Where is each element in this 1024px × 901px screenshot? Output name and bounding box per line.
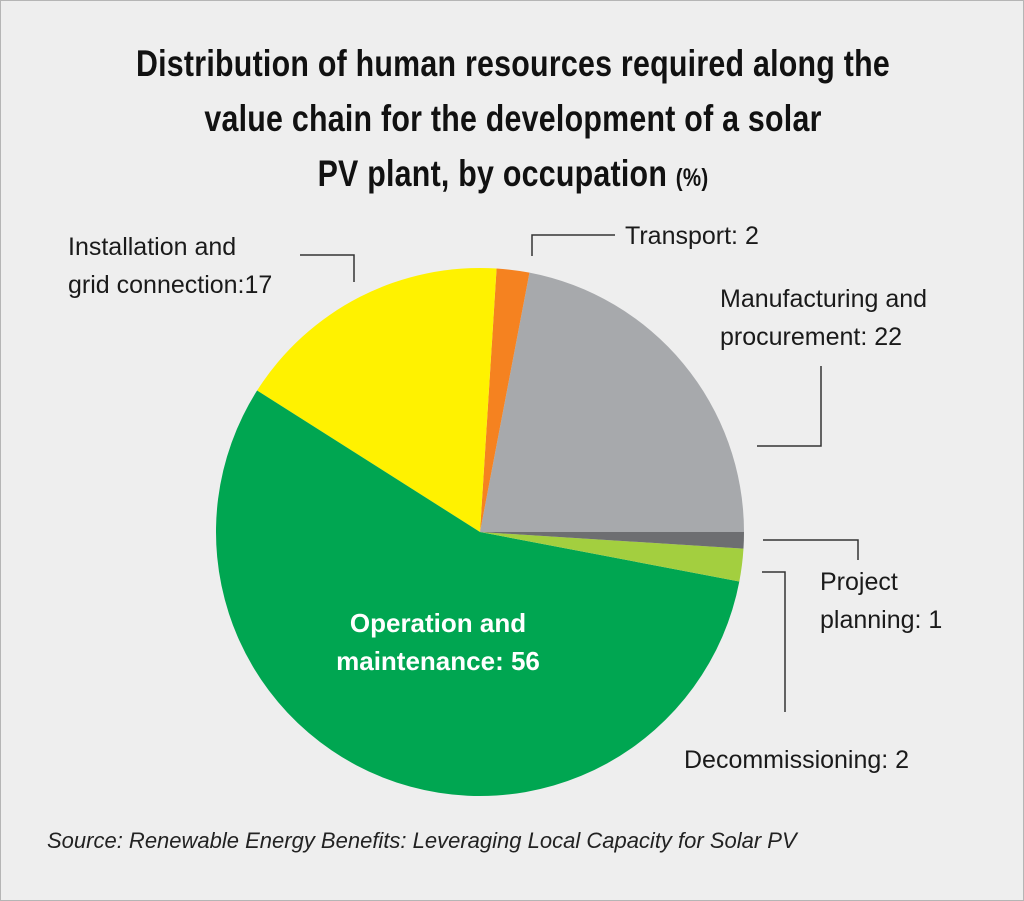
slice-label-line: Project — [820, 568, 898, 596]
pie-slice-operation-and-maintenance — [215, 390, 740, 797]
slice-labels: Manufacturing and procurement: 22 Transpor… — [68, 222, 942, 774]
leader-lines — [300, 234, 859, 712]
chart-title-line-3: PV plant, by occupation (%) — [93, 153, 933, 195]
chart-title-line-1: Distribution of human resources required… — [135, 43, 891, 84]
pie-slice-installation-and-grid-connection — [257, 267, 497, 532]
slice-label-operation-and-maintenance: Operation and maintenance: 56 — [336, 608, 540, 676]
slice-label-line: procurement: 22 — [720, 323, 902, 351]
chart-title-unit: (%) — [675, 164, 709, 192]
slice-label-line: Manufacturing and — [720, 285, 927, 313]
slice-label-line: Installation and — [68, 233, 236, 261]
slice-label-line: maintenance: 56 — [336, 646, 540, 676]
leader-line-project-planning — [763, 539, 859, 560]
slice-label-line: planning: 1 — [820, 606, 942, 634]
slice-label-line: Decommissioning: 2 — [684, 746, 909, 774]
leader-line-transport — [531, 234, 615, 256]
chart-title-text: PV plant, by occupation — [317, 153, 668, 194]
slice-label-line: Transport: 2 — [625, 222, 759, 250]
pie-slice-decommissioning — [480, 532, 744, 582]
leader-line-decommissioning — [762, 571, 786, 712]
pie-slice-project-planning — [480, 532, 744, 549]
slice-label-decommissioning: Decommissioning: 2 — [684, 746, 909, 774]
source-note: Source: Renewable Energy Benefits: Lever… — [47, 828, 797, 853]
slice-label-line: grid connection:17 — [68, 271, 272, 299]
slice-label-manufacturing-and-procurement: Manufacturing and procurement: 22 — [720, 285, 927, 351]
slice-label-installation-and-grid-connection: Installation and grid connection:17 — [68, 233, 272, 299]
leader-line-manufacturing-and-procurement — [757, 366, 822, 447]
pie-slices — [215, 267, 744, 797]
slice-label-project-planning: Project planning: 1 — [820, 568, 942, 634]
slice-label-transport: Transport: 2 — [625, 222, 759, 250]
pie-slice-transport — [480, 268, 530, 532]
slice-label-line: Operation and — [350, 608, 526, 638]
pie-slice-manufacturing-and-procurement — [480, 272, 744, 532]
leader-line-installation-and-grid-connection — [300, 254, 355, 282]
chart-title-line-2: value chain for the development of a sol… — [204, 98, 822, 139]
